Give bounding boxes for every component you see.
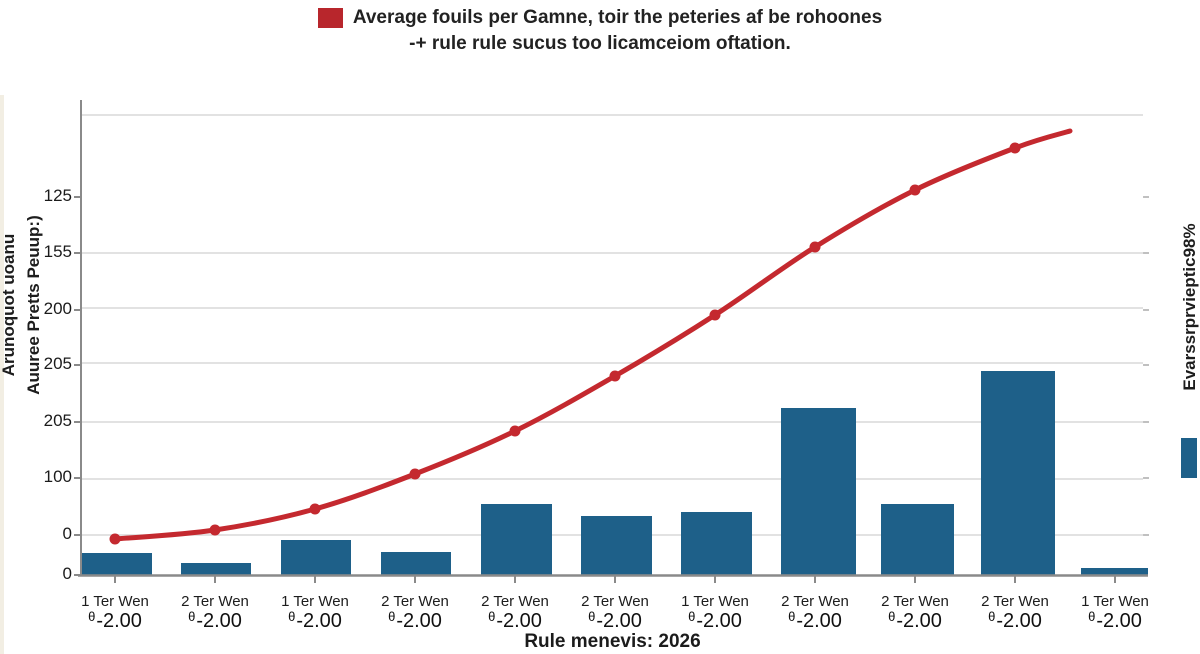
x-axis-title: Rule menevis: 2026 (524, 631, 701, 652)
bar (181, 563, 251, 576)
line-marker (509, 425, 521, 437)
line-marker (309, 503, 321, 515)
x-tick-number: -2.00 (996, 610, 1042, 632)
x-tick-number: -2.00 (596, 610, 642, 632)
x-tick-superscript: θ (388, 609, 396, 624)
line-marker (909, 184, 921, 196)
y-tick-label: 0 (62, 564, 72, 583)
x-tick-label-top: 1 Ter Wen (281, 593, 349, 610)
x-tick-number: -2.00 (196, 610, 242, 632)
line-marker (109, 533, 121, 545)
x-tick-label: 2 Ter Wen θ-2.00 (955, 593, 1075, 634)
x-tick-label-top: 2 Ter Wen (481, 593, 549, 610)
x-tick-label: 1 Ter Wen θ-2.00 (255, 593, 375, 634)
x-tick-label: 2 Ter Wen θ-2.00 (355, 593, 475, 634)
line-marker (1009, 142, 1021, 154)
x-tick-label: 2 Ter Wen θ-2.00 (455, 593, 575, 634)
bar (1081, 568, 1148, 576)
x-tick-label-top: 2 Ter Wen (581, 593, 649, 610)
x-tick-label-value: θ-2.00 (355, 609, 475, 634)
x-tick-superscript: θ (1088, 609, 1096, 624)
x-tick-label-top: 2 Ter Wen (781, 593, 849, 610)
x-tick-number: -2.00 (696, 610, 742, 632)
x-tick-superscript: θ (688, 609, 696, 624)
line-marker (209, 524, 221, 536)
x-tick-label-top: 2 Ter Wen (381, 593, 449, 610)
bar (881, 504, 954, 576)
x-tick-superscript: θ (788, 609, 796, 624)
x-tick-label: 1 Ter Wen θ-2.00 (1055, 593, 1175, 634)
x-tick-label-value: θ-2.00 (755, 609, 875, 634)
bar (481, 504, 552, 576)
line-series-legend-swatch (317, 8, 343, 28)
x-tick-label: 2 Ter Wen θ-2.00 (555, 593, 675, 634)
x-tick-label: 2 Ter Wen θ-2.00 (155, 593, 275, 634)
x-tick-label: 2 Ter Wen θ-2.00 (755, 593, 875, 634)
bar (981, 371, 1055, 576)
x-tick-superscript: θ (288, 609, 296, 624)
y-tick-label: 0 (62, 524, 72, 543)
bar (681, 512, 752, 576)
x-tick-superscript: θ (588, 609, 596, 624)
chart-title: Average fouils per Gamne, toir the peter… (352, 7, 883, 28)
bar (381, 552, 451, 576)
x-tick-label-top: 1 Ter Wen (81, 593, 149, 610)
right-axis-legend-label: Evarssrprvieptic98% (1180, 223, 1199, 391)
x-tick-label-value: θ-2.00 (955, 609, 1075, 634)
line-marker (709, 309, 721, 321)
trend-line (112, 128, 1073, 542)
x-tick-superscript: θ (88, 609, 96, 624)
x-tick-number: -2.00 (396, 610, 442, 632)
chart-title-block: Average fouils per Gamne, toir the peter… (0, 7, 1200, 55)
y-tick-label: 205 (43, 354, 72, 373)
x-tick-label-top: 2 Ter Wen (181, 593, 249, 610)
x-tick-number: -2.00 (1096, 610, 1142, 632)
x-tick-label: 1 Ter Wen θ-2.00 (55, 593, 175, 634)
x-tick-number: -2.00 (296, 610, 342, 632)
chart-subtitle: -+ rule rule sucus too licamceiom oftati… (409, 33, 791, 54)
x-tick-label-value: θ-2.00 (155, 609, 275, 634)
bar-series-legend-swatch (1181, 438, 1197, 478)
x-tick-superscript: θ (488, 609, 496, 624)
bar (281, 540, 351, 576)
x-tick-label-value: θ-2.00 (855, 609, 975, 634)
x-tick-label-value: θ-2.00 (55, 609, 175, 634)
y-tick-label: 205 (43, 411, 72, 430)
x-tick-superscript: θ (188, 609, 196, 624)
x-tick-number: -2.00 (496, 610, 542, 632)
x-tick-superscript: θ (888, 609, 896, 624)
bar (781, 408, 856, 576)
title-row: Average fouils per Gamne, toir the peter… (0, 7, 1200, 29)
bar (82, 553, 152, 576)
y-tick-label: 200 (43, 299, 72, 318)
x-tick-number: -2.00 (96, 610, 142, 632)
x-tick-label-value: θ-2.00 (455, 609, 575, 634)
x-tick-label: 1 Ter Wen θ-2.00 (655, 593, 775, 634)
y-tick-label: 155 (43, 242, 72, 261)
x-tick-label-value: θ-2.00 (1055, 609, 1175, 634)
x-tick-label-value: θ-2.00 (255, 609, 375, 634)
y-tick-label: 125 (43, 186, 72, 205)
line-marker (609, 370, 621, 382)
line-marker (409, 468, 421, 480)
left-edge-artifact (0, 95, 4, 654)
y-tick-label: 100 (43, 467, 72, 486)
line-marker (809, 241, 821, 253)
x-tick-superscript: θ (988, 609, 996, 624)
bar (581, 516, 652, 576)
x-tick-label-value: θ-2.00 (655, 609, 775, 634)
x-tick-number: -2.00 (896, 610, 942, 632)
x-tick-label-value: θ-2.00 (555, 609, 675, 634)
x-tick-label-top: 1 Ter Wen (1081, 593, 1149, 610)
x-tick-number: -2.00 (796, 610, 842, 632)
x-tick-label-top: 2 Ter Wen (981, 593, 1049, 610)
x-tick-label-top: 1 Ter Wen (681, 593, 749, 610)
x-tick-label-top: 2 Ter Wen (881, 593, 949, 610)
x-tick-label: 2 Ter Wen θ-2.00 (855, 593, 975, 634)
